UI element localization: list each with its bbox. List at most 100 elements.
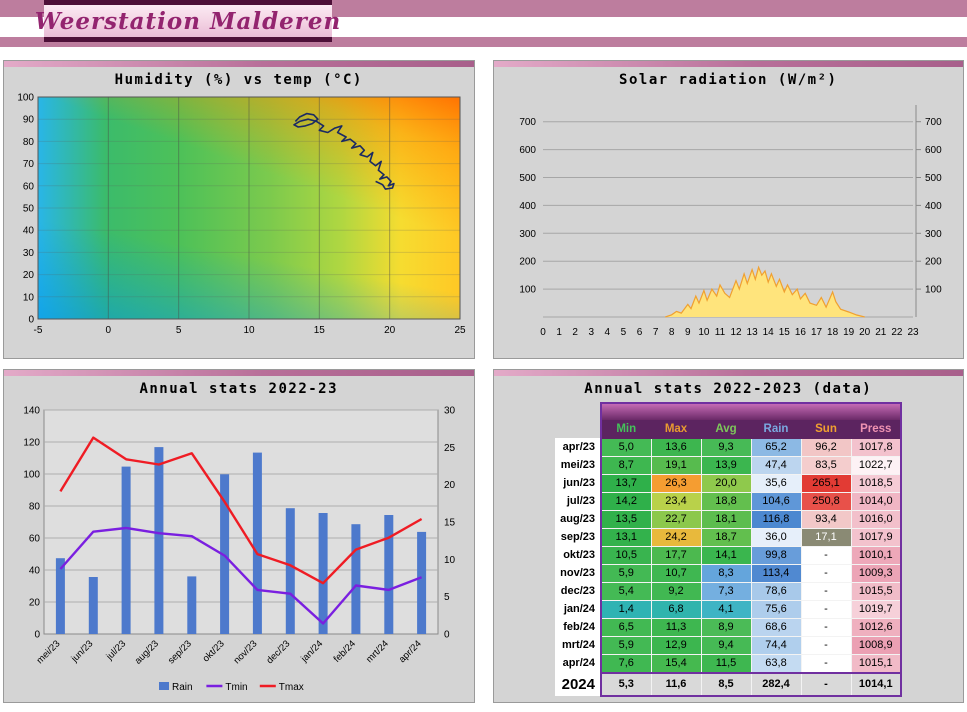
table-cell: 265,1 [800, 473, 852, 493]
svg-text:0: 0 [105, 325, 111, 336]
svg-text:20: 20 [23, 270, 35, 281]
table-cell: 14,1 [700, 545, 752, 565]
svg-text:100: 100 [925, 285, 942, 296]
humidity-temp-chart: 0 10 20 30 40 50 60 70 80 90 100 -5 0 5 10 15 20 25 [4, 91, 474, 358]
svg-text:jul/23: jul/23 [103, 638, 128, 663]
row-label: sep/23 [554, 527, 602, 547]
table-cell: 1,4 [600, 599, 652, 619]
svg-text:mrt/24: mrt/24 [364, 638, 391, 665]
table-cell: 8,9 [700, 617, 752, 637]
table-header-accent [600, 402, 902, 420]
svg-text:0: 0 [28, 315, 34, 326]
svg-text:70: 70 [23, 159, 35, 170]
tmin-line [59, 526, 422, 625]
svg-text:400: 400 [925, 201, 942, 212]
svg-text:300: 300 [925, 229, 942, 240]
table-cell: 23,4 [650, 491, 702, 511]
humidity-temp-trace [292, 112, 395, 190]
table-corner [555, 420, 601, 438]
annual-category-labels: mei/23 jun/23 jul/23 aug/23 sep/23 okt/23 nov/… [34, 638, 423, 666]
row-label: okt/23 [554, 545, 602, 565]
svg-text:20: 20 [859, 327, 871, 338]
panel-humidity-temp: Humidity (%) vs temp (°C) 0 10 20 30 40 50 60 7… [3, 60, 475, 359]
svg-text:40: 40 [29, 566, 41, 577]
svg-text:5: 5 [176, 325, 182, 336]
svg-text:10: 10 [23, 292, 35, 303]
table-cell: 5,0 [600, 437, 652, 457]
row-label: jan/24 [554, 599, 602, 619]
row-label: mrt/24 [554, 635, 602, 655]
svg-text:20: 20 [29, 598, 41, 609]
table-cell: 63,8 [750, 653, 802, 673]
svg-text:700: 700 [520, 117, 537, 128]
table-cell: 11,3 [650, 617, 702, 637]
rain-bars [55, 447, 426, 634]
panel-annual-stats-table: Annual stats 2022-2023 (data) Min Max Avg R… [492, 369, 964, 703]
table-cell: 11,6 [650, 671, 702, 697]
table-cell: 13,1 [600, 527, 652, 547]
solar-grid-lines [543, 121, 914, 318]
svg-text:25: 25 [444, 443, 456, 454]
row-label: 2024 [554, 672, 602, 696]
panel-title-annual-table: Annual stats 2022-2023 (data) [584, 381, 873, 397]
row-label: apr/24 [554, 653, 602, 673]
table-cell: - [800, 545, 852, 565]
svg-text:Rain: Rain [172, 682, 193, 693]
svg-text:9: 9 [685, 327, 691, 338]
table-cell: 1015,5 [850, 581, 902, 601]
svg-text:500: 500 [520, 173, 537, 184]
svg-text:60: 60 [29, 534, 41, 545]
table-row: apr/24 7,6 15,4 11,5 63,8-1015,1 [554, 653, 902, 673]
svg-text:6: 6 [637, 327, 643, 338]
svg-text:600: 600 [520, 145, 537, 156]
row-label: aug/23 [554, 509, 602, 529]
panel-annual-stats-chart: Annual stats 2022-23 0 20 40 60 80 100 120 140 0… [3, 369, 475, 703]
svg-text:apr/24: apr/24 [397, 638, 424, 665]
table-cell: 13,7 [600, 473, 652, 493]
svg-text:60: 60 [23, 181, 35, 192]
panel-title-humidity: Humidity (%) vs temp (°C) [114, 72, 363, 88]
svg-text:nov/23: nov/23 [231, 638, 259, 666]
table-cell: - [800, 671, 852, 697]
panel-accent-bar [4, 370, 474, 376]
svg-text:15: 15 [313, 325, 325, 336]
svg-text:400: 400 [520, 201, 537, 212]
svg-text:1: 1 [557, 327, 563, 338]
table-cell: 9,3 [700, 437, 752, 457]
table-cell: - [800, 599, 852, 619]
table-cell: 116,8 [750, 509, 802, 529]
table-cell: 1019,7 [850, 599, 902, 619]
table-cell: - [800, 617, 852, 637]
table-cell: - [800, 635, 852, 655]
column-header-sun: Sun [800, 419, 852, 439]
svg-text:25: 25 [454, 325, 466, 336]
svg-text:3: 3 [589, 327, 595, 338]
table-cell: 5,3 [600, 671, 652, 697]
table-cell: 24,2 [650, 527, 702, 547]
table-cell: 18,1 [700, 509, 752, 529]
row-label: feb/24 [554, 617, 602, 637]
annual-axis-labels: 0 20 40 60 80 100 120 140 0 5 10 15 20 25 30 [23, 406, 455, 641]
svg-text:5: 5 [621, 327, 627, 338]
table-row: jun/23 13,7 26,3 20,0 35,6 265,1 1018,5 [554, 473, 902, 493]
svg-text:100: 100 [23, 470, 40, 481]
svg-text:18: 18 [827, 327, 839, 338]
table-row: aug/23 13,5 22,7 18,1 116,8 93,4 1016,0 [554, 509, 902, 529]
solar-line [665, 265, 866, 318]
table-cell: 10,7 [650, 563, 702, 583]
table-cell: 1015,1 [850, 653, 902, 673]
panel-title-annual-chart: Annual stats 2022-23 [139, 381, 339, 397]
svg-text:19: 19 [843, 327, 855, 338]
annual-data-table: Min Max Avg Rain Sun Press apr/23 5,0 13,6 9,3 65,… [554, 402, 902, 697]
table-cell: 18,7 [700, 527, 752, 547]
svg-text:2: 2 [573, 327, 579, 338]
table-cell: 96,2 [800, 437, 852, 457]
annual-stats-chart: 0 20 40 60 80 100 120 140 0 5 10 15 20 25 30 mei/23 jun/… [4, 400, 474, 702]
table-cell: 104,6 [750, 491, 802, 511]
svg-text:16: 16 [795, 327, 807, 338]
table-cell: 8,5 [700, 671, 752, 697]
table-cell: 10,5 [600, 545, 652, 565]
